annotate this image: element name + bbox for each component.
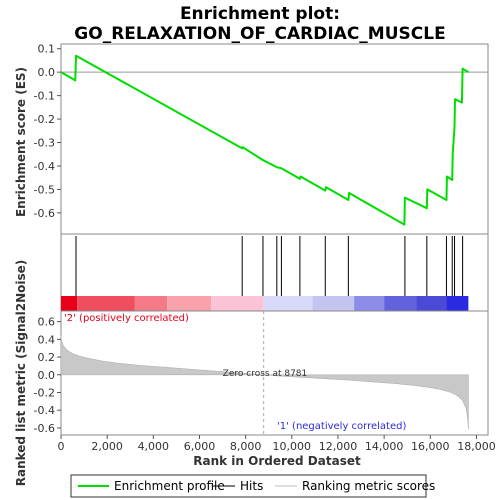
heat-bar-segment <box>134 296 168 311</box>
enrichment-profile-line <box>60 54 469 226</box>
heat-bar-segment <box>167 296 212 311</box>
zero-cross-label: Zero cross at 8781 <box>223 369 308 379</box>
x-tick-label: 10,000 <box>273 440 312 453</box>
es-tick-label: -0.4 <box>34 160 55 173</box>
legend-box <box>70 474 427 498</box>
x-tick-label: 0 <box>58 440 65 453</box>
heat-bar-segment <box>263 296 313 311</box>
heat-bar-segment <box>77 296 135 311</box>
legend-label-es: Enrichment profile <box>114 479 225 493</box>
heat-bar-segment <box>312 296 355 311</box>
heat-bar-segment <box>354 296 385 311</box>
heat-bar-segment <box>416 296 447 311</box>
es-tick-label: 0.1 <box>38 43 56 56</box>
heat-bar-segment <box>211 296 264 311</box>
chart-title-line2: GO_RELAXATION_OF_CARDIAC_MUSCLE <box>74 24 445 44</box>
es-tick-label: -0.6 <box>34 207 55 220</box>
es-tick-label: 0.0 <box>38 66 56 79</box>
x-tick-label: 12,000 <box>319 440 358 453</box>
metric-tick-label: -0.4 <box>34 404 55 417</box>
heat-bar-segment <box>446 296 469 311</box>
es-tick-label: -0.3 <box>34 137 55 150</box>
x-tick-label: 16,000 <box>411 440 450 453</box>
metric-tick-label: 0.4 <box>38 333 56 346</box>
chart-title-line1: Enrichment plot: <box>180 4 340 24</box>
heat-bar-segment <box>61 296 78 311</box>
x-axis-label: Rank in Ordered Dataset <box>193 454 361 468</box>
metric-axis-label: Ranked list metric (Signal2Noise) <box>14 260 28 487</box>
positive-correlation-label: '2' (positively correlated) <box>64 313 189 324</box>
metric-tick-label: 0.2 <box>38 351 56 364</box>
legend-label-metric: Ranking metric scores <box>302 479 435 493</box>
legend-label-hit: Hits <box>240 479 263 493</box>
x-tick-label: 2,000 <box>91 440 123 453</box>
metric-tick-label: -0.6 <box>34 422 55 435</box>
es-tick-label: -0.1 <box>34 90 55 103</box>
es-axis-label: Enrichment score (ES) <box>14 67 28 217</box>
es-tick-label: -0.2 <box>34 113 55 126</box>
x-tick-label: 4,000 <box>138 440 170 453</box>
x-tick-label: 6,000 <box>184 440 216 453</box>
ranking-metric-area <box>60 335 469 430</box>
x-tick-label: 18,000 <box>457 440 496 453</box>
x-tick-label: 14,000 <box>365 440 404 453</box>
negative-correlation-label: '1' (negatively correlated) <box>277 421 406 432</box>
metric-tick-label: 0.6 <box>38 316 56 329</box>
x-tick-label: 8,000 <box>230 440 262 453</box>
heat-bar-segment <box>384 296 417 311</box>
metric-tick-label: -0.2 <box>34 386 55 399</box>
es-tick-label: -0.5 <box>34 183 55 196</box>
metric-tick-label: 0.0 <box>38 369 56 382</box>
